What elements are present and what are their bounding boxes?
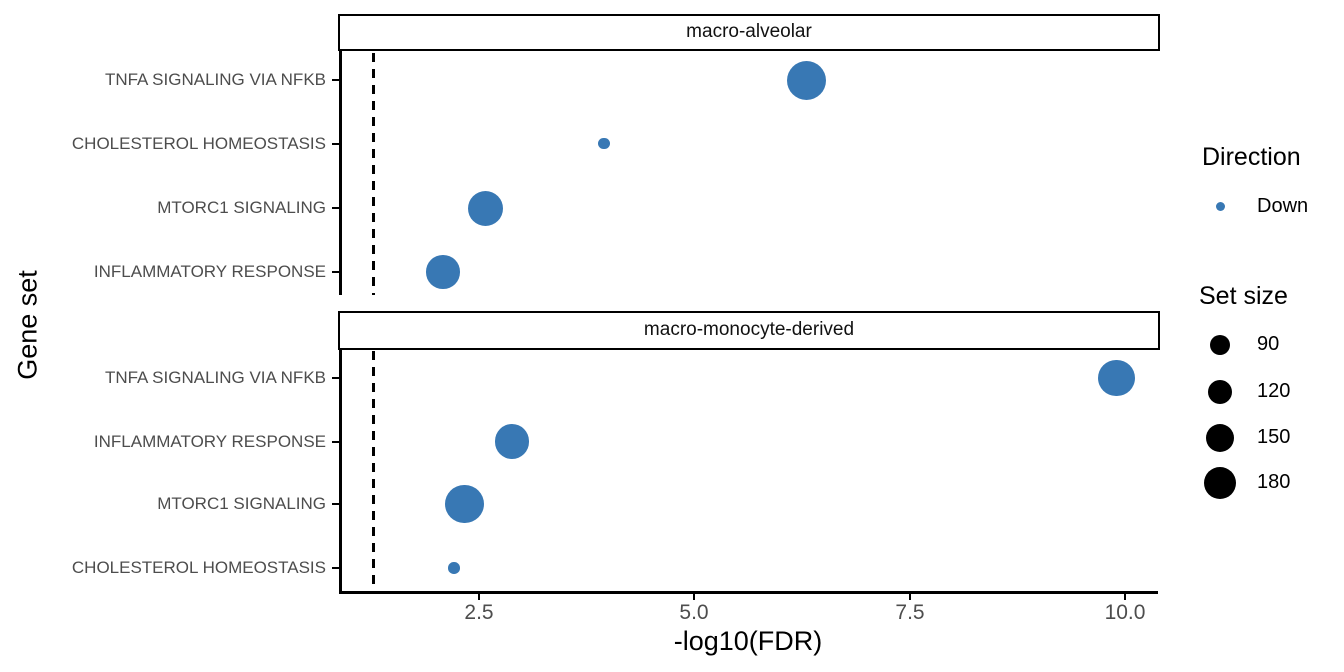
legend-size-label-180: 180 [1257,471,1291,493]
y-label-mtorc1-alveolar: MTORC1 SIGNALING [157,198,326,217]
data-point-tnfa-signaling-via-nfkb [786,60,826,100]
x-tick-label-5-0: 5.0 [679,601,709,624]
y-label-tnfa-monocyte: TNFA SIGNALING VIA NFKB [104,368,326,387]
legend-size-label-90: 90 [1257,333,1280,355]
y-tick [332,143,339,145]
data-point-inflammatory-response [494,424,529,459]
legend-size-label-150: 150 [1257,426,1291,448]
x-tick [478,593,480,600]
data-point-cholesterol-homeostasis [598,137,610,150]
legend-size-key-90 [1209,334,1231,356]
legend-down-dot-icon [1215,201,1225,211]
y-axis-title: Gene set [12,270,43,380]
x-tick [909,593,911,600]
facet-title: macro-alveolar [686,21,812,42]
y-label-cholesterol-monocyte: CHOLESTEROL HOMEOSTASIS [71,558,326,577]
x-tick-label-2-5: 2.5 [464,601,494,624]
x-tick-label-10-0: 10.0 [1104,601,1146,624]
legend-size-label-120: 120 [1257,380,1291,402]
legend-direction-title: Direction [1202,143,1301,171]
y-tick [332,207,339,209]
legend-size-key-180 [1203,466,1237,500]
y-tick [332,271,339,273]
y-tick [332,503,339,505]
threshold-dashed-line-panel2 [372,351,375,591]
data-point-tnfa-signaling-via-nfkb [1098,359,1135,397]
facet-title: macro-monocyte-derived [643,319,855,340]
y-tick [332,377,339,379]
y-label-inflammatory-alveolar: INFLAMMATORY RESPONSE [93,262,326,281]
facet-strip-macro-alveolar: macro-alveolar [338,14,1160,51]
y-label-inflammatory-monocyte: INFLAMMATORY RESPONSE [93,432,326,451]
x-tick [693,593,695,600]
x-tick [1124,593,1126,600]
y-axis-line-panel2 [339,350,342,592]
y-tick [332,567,339,569]
y-label-cholesterol-alveolar: CHOLESTEROL HOMEOSTASIS [71,134,326,153]
threshold-dashed-line-panel1 [372,53,375,295]
data-point-mtorc1-signaling [445,484,484,524]
y-tick [332,79,339,81]
data-point-cholesterol-homeostasis [448,562,460,574]
legend-size-key-150 [1206,424,1234,452]
data-point-mtorc1-signaling [468,190,504,226]
legend-size-key-120 [1208,380,1232,404]
x-axis-line [339,591,1158,594]
facet-strip-macro-monocyte-derived: macro-monocyte-derived [338,311,1160,350]
x-tick-label-7-5: 7.5 [895,601,925,624]
y-axis-line-panel1 [339,51,342,295]
y-label-tnfa-alveolar: TNFA SIGNALING VIA NFKB [104,70,326,89]
y-tick [332,441,339,443]
x-axis-title: -log10(FDR) [673,626,823,656]
data-point-inflammatory-response [426,255,460,289]
y-label-mtorc1-monocyte: MTORC1 SIGNALING [157,494,326,513]
legend-down-label: Down [1257,195,1309,217]
legend-set-size-title: Set size [1199,282,1288,310]
